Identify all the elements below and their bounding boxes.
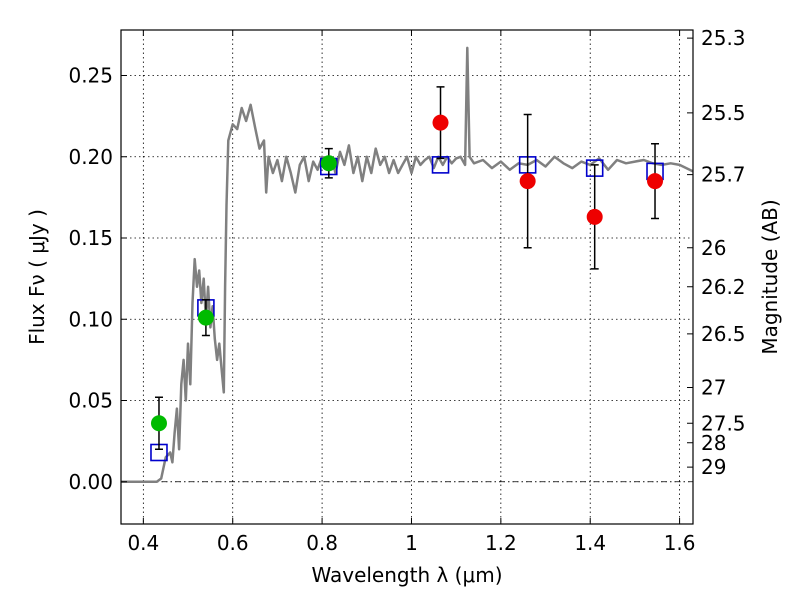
x-axis-label: Wavelength λ (μm) [311, 563, 502, 587]
right-tick-label: 25.7 [701, 163, 746, 187]
x-tick-label: 0.8 [306, 531, 338, 555]
photometry-point [519, 173, 536, 190]
right-axis-label: Magnitude (AB) [758, 199, 782, 354]
y-tick-label: 0.15 [68, 226, 113, 250]
right-tick-label: 26.5 [701, 322, 746, 346]
axes: 0.4 0.6 0.8 1 1.2 1.4 1.6 0.00 0.05 0.10 0.15 0.20 0… [68, 26, 745, 555]
plot-area [121, 46, 694, 484]
y-axis-label: Flux Fν ( μJy ) [25, 209, 49, 345]
x-tick-label: 0.6 [217, 531, 249, 555]
y-tick-label: 0.20 [68, 145, 113, 169]
photometry-point [197, 309, 214, 326]
photometry-point [586, 208, 603, 225]
x-tick-label: 1 [405, 531, 418, 555]
photometry-point [320, 155, 337, 172]
grid [121, 30, 693, 524]
right-tick-label: 27.5 [701, 411, 746, 435]
right-tick-label: 25.3 [701, 26, 746, 50]
y-tick-label: 0.25 [68, 64, 113, 88]
y-tick-label: 0.05 [68, 389, 113, 413]
right-tick-label: 29 [701, 455, 726, 479]
x-tick-label: 1.6 [664, 531, 696, 555]
photometry-point [150, 415, 167, 432]
x-tick-label: 0.4 [127, 531, 159, 555]
x-tick-label: 1.2 [485, 531, 517, 555]
plot-frame [120, 29, 694, 525]
y-tick-label: 0.10 [68, 307, 113, 331]
photometry-point [647, 173, 664, 190]
right-tick-label: 26 [701, 236, 726, 260]
model-spectrum-line [121, 46, 694, 484]
x-tick-label: 1.4 [574, 531, 606, 555]
right-tick-label: 27 [701, 376, 726, 400]
right-tick-label: 25.5 [701, 101, 746, 125]
photometry-point [432, 114, 449, 131]
right-tick-label: 28 [701, 431, 726, 455]
y-tick-label: 0.00 [68, 470, 113, 494]
right-tick-label: 26.2 [701, 275, 746, 299]
